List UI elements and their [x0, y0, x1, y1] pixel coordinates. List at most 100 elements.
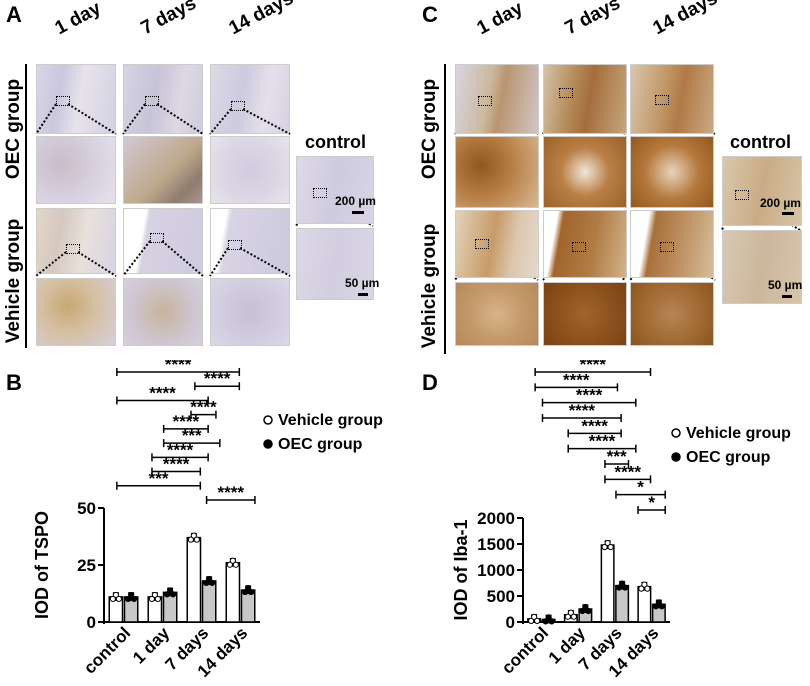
zoom-region-box: [559, 88, 573, 98]
histology-image-c-oec-7days: [543, 64, 627, 134]
data-point: [585, 607, 592, 615]
data-point: [567, 609, 574, 616]
data-point: [128, 591, 135, 599]
histology-image-c-oec-1day: [455, 64, 539, 134]
data-point: [148, 595, 155, 603]
panel-label-c: C: [422, 2, 438, 27]
significance-label: ****: [218, 483, 245, 502]
data-point: [187, 536, 194, 543]
data-point: [203, 579, 210, 587]
y-tick-label: 50: [77, 499, 96, 518]
bar: [615, 584, 630, 623]
scale-bar-large-a: 200 µm: [335, 194, 376, 208]
row-divider-c: [444, 64, 446, 354]
data-point: [542, 618, 549, 625]
y-tick-label: 1000: [477, 561, 515, 580]
data-point: [206, 575, 213, 583]
zoom-region-box: [145, 96, 159, 106]
data-point: [579, 607, 586, 615]
significance-label: ****: [167, 440, 194, 459]
data-point: [232, 561, 239, 568]
zoom-region-box: [475, 239, 489, 249]
histology-zoom-c-oec-7days: [543, 136, 627, 208]
row-divider-a: [25, 64, 27, 348]
zoom-region-box: [478, 96, 492, 106]
data-point: [655, 599, 662, 606]
data-point: [164, 591, 171, 598]
zoom-region-box: [572, 242, 586, 252]
row-title-oec-c: OEC group: [419, 78, 440, 180]
histology-zoom-c-control: [722, 230, 802, 304]
data-point: [616, 584, 623, 591]
significance-label: ***: [149, 469, 169, 488]
y-tick-label: 1500: [477, 535, 515, 554]
data-point: [154, 595, 161, 603]
data-point: [112, 591, 119, 599]
histology-image-a-oec-1day: [36, 64, 116, 134]
histology-image-c-control: [722, 156, 802, 226]
histology-zoom-c-veh-7days: [543, 282, 627, 346]
significance-label: *: [648, 493, 655, 512]
bar: [186, 536, 202, 623]
data-point: [641, 581, 648, 588]
data-point: [652, 603, 659, 610]
data-point: [125, 595, 132, 603]
data-point: [109, 595, 116, 603]
panel-label-a: A: [6, 2, 22, 27]
scale-bar-line: [782, 212, 794, 215]
row-title-vehicle-c: Vehicle group: [419, 223, 440, 349]
zoom-region-box: [735, 190, 749, 200]
data-point: [531, 613, 538, 620]
data-point: [229, 557, 236, 564]
data-point: [534, 617, 541, 624]
bar: [600, 544, 615, 623]
data-point: [601, 543, 608, 551]
histology-zoom-c-oec-14days: [630, 136, 714, 208]
data-point: [528, 617, 535, 624]
y-tick-label: 0: [87, 613, 96, 632]
data-point: [644, 585, 651, 592]
histology-image-c-veh-1day: [455, 210, 539, 278]
significance-label: ****: [190, 398, 217, 417]
data-point: [248, 588, 255, 596]
scale-bar-small-a: 50 µm: [345, 276, 380, 290]
data-point: [190, 532, 197, 539]
data-point: [209, 579, 216, 587]
y-tick-label: 500: [487, 587, 515, 606]
y-tick-label: 2000: [477, 509, 515, 528]
data-point: [619, 580, 626, 587]
data-point: [548, 618, 555, 625]
significance-label: ****: [589, 432, 616, 451]
zoom-region-box: [150, 233, 164, 243]
data-point: [564, 613, 571, 620]
significance-label: ****: [163, 455, 190, 474]
data-point: [570, 613, 577, 620]
data-point: [607, 543, 614, 551]
data-point: [226, 561, 233, 568]
data-point: [638, 585, 645, 592]
data-point: [245, 584, 252, 592]
bar: [201, 580, 217, 623]
panel-label-b: B: [6, 370, 22, 395]
data-point: [622, 584, 629, 591]
y-axis-label: IOD of TSPO: [32, 511, 52, 619]
data-point: [582, 603, 589, 611]
significance-label: ****: [580, 360, 607, 374]
scale-bar-line: [358, 293, 368, 296]
histology-image-a-oec-14days: [210, 64, 290, 134]
zoom-region-box: [56, 96, 70, 106]
histology-zoom-a-veh-7days: [123, 278, 203, 346]
histology-zoom-c-oec-1day: [455, 136, 539, 208]
significance-label: ***: [182, 426, 202, 445]
zoom-region-box: [655, 95, 669, 105]
legend-marker: [671, 428, 681, 438]
zoom-region-box: [228, 240, 242, 250]
histology-zoom-a-oec-1day: [36, 136, 116, 204]
histology-zoom-a-oec-14days: [210, 136, 290, 204]
significance-label: ****: [173, 412, 200, 431]
data-point: [131, 595, 138, 603]
legend-label: OEC group: [686, 449, 771, 466]
control-label-a: control: [305, 132, 366, 152]
